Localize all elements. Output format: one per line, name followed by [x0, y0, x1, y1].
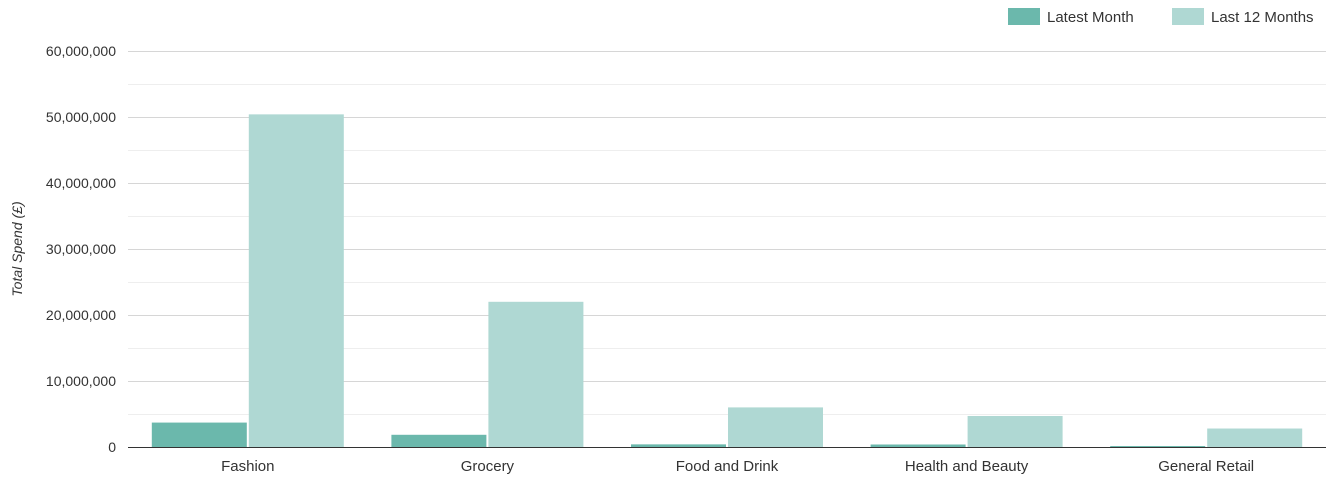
y-tick-label: 30,000,000 — [46, 241, 116, 257]
x-category-label: Fashion — [221, 458, 274, 475]
bar-latest-month[interactable] — [391, 434, 487, 447]
x-category-label: Grocery — [461, 458, 515, 475]
x-axis-categories: Fashion Grocery Food and Drink Health and B… — [221, 458, 1254, 475]
y-tick-label: 10,000,000 — [46, 373, 116, 389]
bar-last-12-months[interactable] — [248, 114, 344, 448]
y-tick-label: 50,000,000 — [46, 109, 116, 125]
bars — [151, 114, 1303, 448]
y-tick-label: 40,000,000 — [46, 175, 116, 191]
bar-latest-month[interactable] — [631, 444, 726, 447]
x-category-label: Health and Beauty — [905, 458, 1029, 475]
bar-last-12-months[interactable] — [728, 407, 823, 447]
legend-label: Last 12 Months — [1211, 9, 1314, 26]
bar-latest-month[interactable] — [1110, 446, 1206, 447]
y-axis-title: Total Spend (£) — [9, 201, 25, 296]
y-tick-label: 60,000,000 — [46, 43, 116, 59]
bar-latest-month[interactable] — [870, 444, 966, 447]
legend-item-latest-month[interactable]: Latest Month — [1008, 8, 1134, 26]
legend-item-last-12-months[interactable]: Last 12 Months — [1172, 8, 1314, 26]
bar-last-12-months[interactable] — [967, 415, 1063, 447]
bar-latest-month[interactable] — [151, 422, 247, 447]
x-category-label: General Retail — [1158, 458, 1254, 475]
y-axis-ticks: 0 10,000,000 20,000,000 30,000,000 40,000,00… — [46, 43, 116, 455]
bar-last-12-months[interactable] — [488, 301, 584, 447]
legend-swatch — [1008, 8, 1040, 25]
legend: Latest Month Last 12 Months — [1008, 8, 1314, 26]
y-tick-label: 0 — [108, 439, 116, 455]
x-category-label: Food and Drink — [676, 458, 779, 475]
legend-label: Latest Month — [1047, 9, 1134, 26]
y-tick-label: 20,000,000 — [46, 307, 116, 323]
legend-swatch — [1172, 8, 1204, 25]
bar-last-12-months[interactable] — [1207, 428, 1303, 447]
